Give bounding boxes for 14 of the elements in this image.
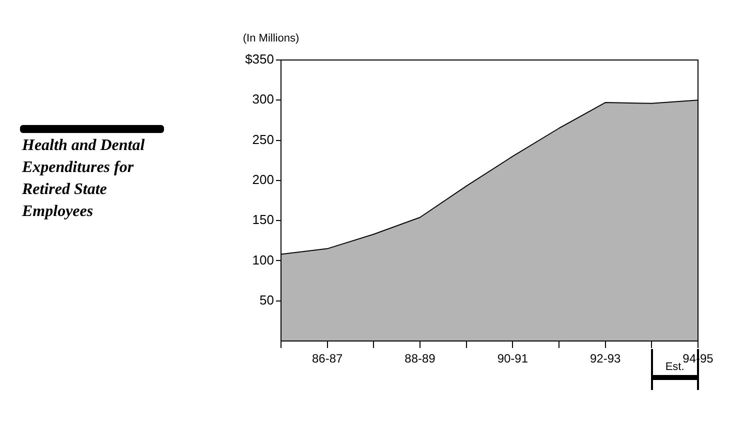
y-tick-label: $350 — [245, 52, 274, 67]
x-tick-label: 88-89 — [404, 352, 436, 366]
y-tick-label: 50 — [260, 292, 274, 308]
text: Est. — [664, 361, 684, 374]
y-tick-label: 200 — [252, 172, 274, 188]
y-tick-label: 300 — [252, 92, 274, 107]
text: Health and Dental Expenditures for Retired State Employees — [22, 136, 146, 222]
x-tick-label: 92-93 — [590, 352, 621, 366]
y-tick-label: 100 — [252, 252, 274, 268]
x-tick-label: 86-87 — [312, 352, 343, 366]
y-axis-title: (In Millions) — [242, 32, 300, 45]
y-tick-label: 250 — [252, 132, 274, 147]
x-tick-label: 90-91 — [497, 352, 528, 366]
y-tick-label: 150 — [252, 212, 274, 228]
